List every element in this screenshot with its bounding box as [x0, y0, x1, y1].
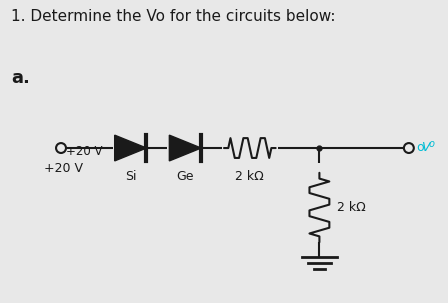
Text: a.: a. [11, 69, 30, 87]
Polygon shape [169, 135, 201, 161]
Text: +20 V: +20 V [43, 162, 82, 175]
Polygon shape [115, 135, 146, 161]
Text: +20 V: +20 V [66, 145, 103, 158]
Text: Si: Si [125, 170, 136, 183]
Text: 2 kΩ: 2 kΩ [236, 170, 264, 183]
Text: Ge: Ge [177, 170, 194, 183]
Text: 2 kΩ: 2 kΩ [337, 201, 366, 214]
Text: 1. Determine the Vo for the circuits below:: 1. Determine the Vo for the circuits bel… [11, 9, 336, 24]
Text: o: o [429, 139, 435, 149]
Text: o: o [417, 141, 428, 154]
Text: V: V [421, 141, 429, 154]
